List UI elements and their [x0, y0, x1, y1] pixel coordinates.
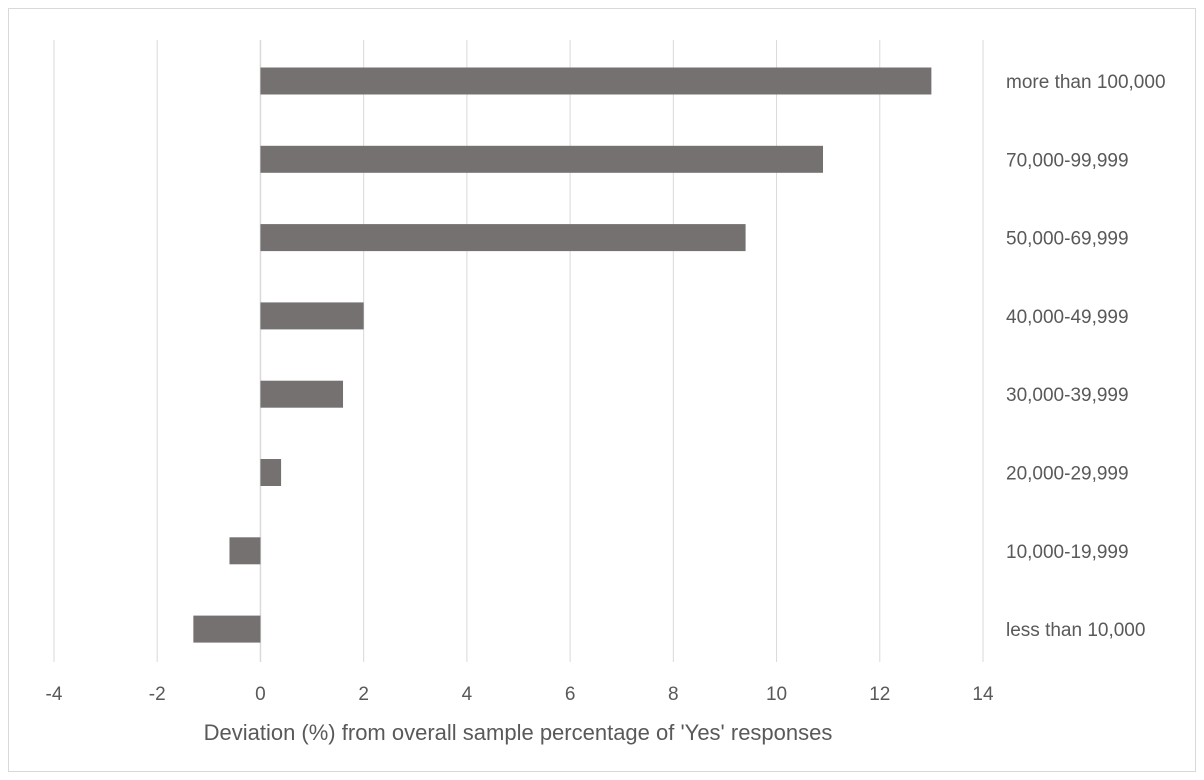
x-tick-label: 6 — [565, 684, 576, 705]
bar — [193, 615, 261, 643]
bar — [260, 224, 746, 252]
x-tick-label: -2 — [149, 684, 166, 705]
bar — [260, 380, 344, 408]
x-tick-label: 8 — [668, 684, 679, 705]
chart-frame — [8, 8, 1196, 772]
category-label: 40,000-49,999 — [1006, 307, 1129, 328]
category-label: 70,000-99,999 — [1006, 150, 1129, 171]
x-tick-label: 0 — [255, 684, 266, 705]
x-tick-label: 4 — [462, 684, 473, 705]
x-tick-label: 12 — [869, 684, 890, 705]
category-label: 20,000-29,999 — [1006, 464, 1129, 485]
category-label: less than 10,000 — [1006, 620, 1145, 641]
x-tick-label: 2 — [358, 684, 369, 705]
gridlines — [53, 40, 984, 662]
bar — [229, 537, 261, 565]
bar — [260, 145, 824, 173]
category-label: 50,000-69,999 — [1006, 229, 1129, 250]
x-tick-labels: -4 -2 0 2 4 6 8 10 12 14 — [46, 684, 994, 705]
x-axis-title: Deviation (%) from overall sample percen… — [204, 720, 833, 745]
x-tick-label: 10 — [766, 684, 787, 705]
category-labels: more than 100,000 70,000-99,999 50,000-69,… — [1006, 72, 1166, 641]
bars — [193, 67, 932, 643]
category-label: more than 100,000 — [1006, 72, 1166, 93]
bar — [260, 67, 932, 95]
x-tick-label: -4 — [46, 684, 63, 705]
category-label: 10,000-19,999 — [1006, 542, 1129, 563]
bar — [260, 302, 364, 330]
category-label: 30,000-39,999 — [1006, 385, 1129, 406]
bar — [260, 459, 282, 486]
x-tick-label: 14 — [972, 684, 994, 705]
